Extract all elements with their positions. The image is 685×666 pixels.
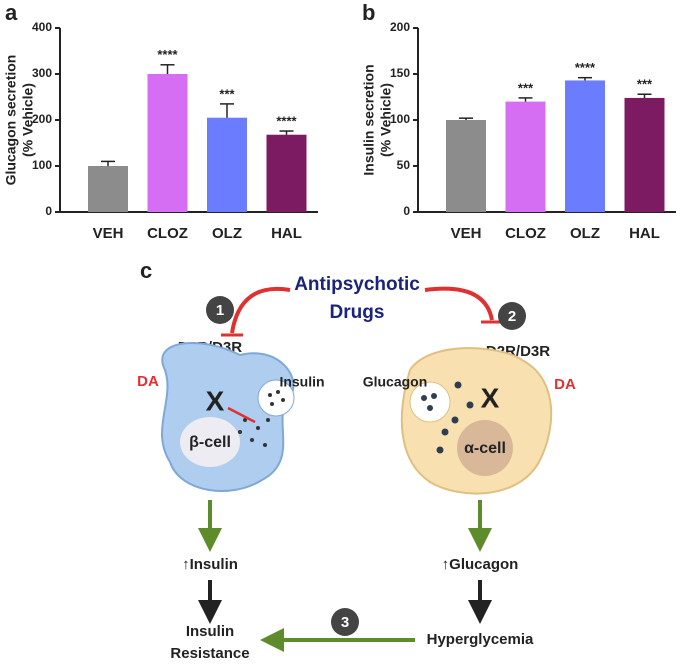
cell-label: β-cell (189, 434, 231, 451)
inhibition-arc (424, 286, 494, 321)
step-badge (331, 608, 359, 636)
panel-letter: c (140, 258, 152, 283)
beta-cell (161, 342, 295, 492)
bar (266, 134, 307, 212)
step-number: 1 (216, 302, 224, 319)
significance-label: *** (518, 80, 534, 95)
significance-label: *** (219, 86, 235, 101)
x-tick-label: HAL (629, 225, 660, 242)
vesicle (409, 381, 451, 423)
y-tick-label: 300 (32, 66, 52, 80)
bar (505, 101, 546, 212)
x-tick-label: CLOZ (147, 225, 188, 242)
block-mark: X (481, 382, 500, 413)
insulin-label: Insulin (279, 374, 324, 390)
significance-label: **** (276, 113, 297, 128)
diagram: c Antipsychotic Drugs 1 2 D2R/D3R D2R/D3… (137, 258, 576, 662)
y-axis-label: (% Vehicle) (378, 83, 394, 157)
significance-label: **** (575, 60, 596, 75)
y-tick-label: 0 (45, 204, 52, 218)
y-tick-label: 150 (390, 66, 410, 80)
vesicle (257, 379, 295, 417)
bar (147, 74, 188, 212)
y-tick-label: 100 (32, 158, 52, 172)
y-tick-label: 200 (32, 112, 52, 126)
nucleus (457, 420, 513, 476)
drug-label: Antipsychotic (294, 274, 420, 295)
outcome-label: ↑Insulin (182, 556, 238, 573)
y-tick-label: 400 (32, 20, 52, 34)
inhibition-arc (230, 286, 291, 334)
drug-label: Drugs (330, 302, 385, 323)
step-number: 3 (341, 614, 349, 631)
outcome-label: Hyperglycemia (427, 631, 534, 648)
outcome-label: ↑Glucagon (442, 556, 519, 573)
cell-label: α-cell (464, 440, 506, 457)
x-tick-label: VEH (451, 225, 482, 242)
y-axis-label: Insulin secretion (361, 64, 377, 175)
x-tick-label: OLZ (212, 225, 242, 242)
x-tick-label: CLOZ (505, 225, 546, 242)
da-label: DA (137, 373, 159, 390)
bar (446, 120, 486, 212)
panel-letter: b (362, 0, 375, 25)
inhibition-line (227, 406, 256, 424)
bar (565, 80, 605, 212)
y-tick-label: 0 (403, 204, 410, 218)
y-axis-label: Glucagon secretion (3, 55, 19, 186)
y-tick-label: 50 (397, 158, 411, 172)
x-tick-label: HAL (271, 225, 302, 242)
y-tick-label: 100 (390, 112, 410, 126)
y-tick-label: 200 (390, 20, 410, 34)
x-tick-label: OLZ (570, 225, 600, 242)
x-tick-label: VEH (93, 225, 124, 242)
y-axis-label: (% Vehicle) (20, 83, 36, 157)
step-number: 2 (508, 308, 516, 325)
outcome-label: Insulin (186, 623, 234, 640)
significance-label: *** (637, 77, 653, 92)
block-mark: X (206, 385, 225, 416)
significance-label: **** (157, 47, 178, 62)
step-badge (206, 296, 234, 324)
bar (207, 117, 247, 212)
outcome-label: Resistance (170, 645, 249, 661)
step-badge (498, 302, 526, 330)
bar (88, 166, 128, 212)
nucleus (180, 417, 240, 467)
panel-letter: a (5, 0, 18, 25)
bar (624, 97, 665, 212)
da-label: DA (554, 376, 576, 393)
glucagon-label: Glucagon (363, 374, 428, 390)
granules (238, 390, 285, 447)
